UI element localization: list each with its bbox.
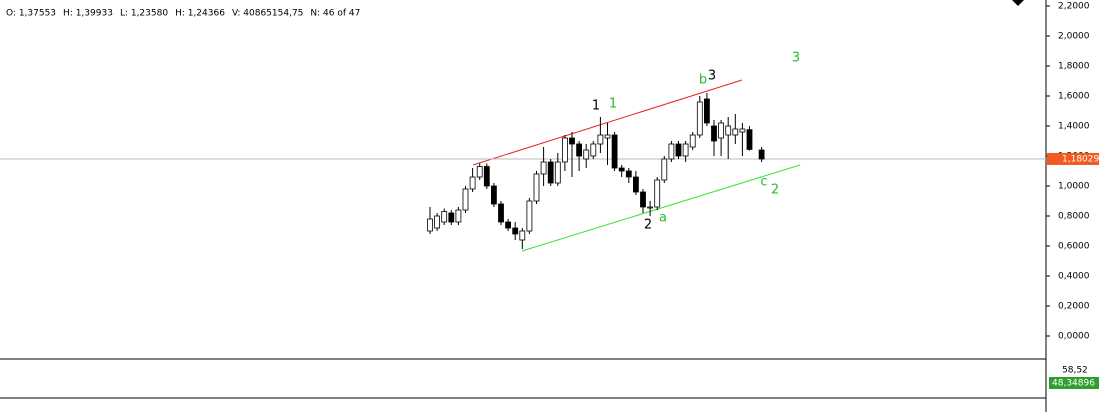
- candle-body: [519, 230, 526, 241]
- header-item: O: 1,37553: [6, 9, 56, 19]
- y-tick-label: 1,6000: [1058, 92, 1090, 102]
- candle-body: [469, 176, 476, 190]
- wave-label: 3: [792, 51, 800, 66]
- y-tick-label: 0,4000: [1058, 272, 1090, 282]
- candle-body: [668, 143, 675, 160]
- candle-body: [718, 122, 724, 139]
- candle-body: [462, 188, 469, 211]
- lower-trendline: [521, 164, 801, 252]
- y-tick-label: 2,0000: [1058, 32, 1090, 42]
- candle-body: [512, 227, 519, 235]
- candle-body: [476, 166, 483, 178]
- candle-body: [590, 143, 597, 157]
- candle-body: [696, 101, 703, 136]
- candle-body: [540, 161, 547, 175]
- y-tick-label: 0,6000: [1058, 242, 1090, 252]
- candle-body: [640, 191, 646, 208]
- header-item: H: 1,24366: [175, 9, 225, 19]
- candle-body: [547, 161, 554, 184]
- candle-body: [526, 200, 533, 232]
- wave-label: c: [760, 175, 767, 190]
- wave-label: 1: [609, 97, 617, 112]
- candle-body: [597, 134, 604, 145]
- candle-body: [569, 137, 575, 145]
- candle-body: [732, 128, 739, 136]
- candle-body: [448, 212, 455, 223]
- header-item: N: 46 of 47: [310, 9, 360, 19]
- candle-body: [483, 166, 490, 187]
- candle-body: [618, 167, 625, 172]
- header-item: V: 40865154,75: [232, 9, 303, 19]
- scroll-marker: [1012, 0, 1024, 6]
- candle-body: [725, 125, 732, 136]
- y-tick-label: 0,2000: [1058, 302, 1090, 312]
- wave-label: 2: [771, 183, 779, 198]
- y-tick-label: 1,4000: [1058, 122, 1090, 132]
- price-label: 1,18029: [1062, 154, 1099, 164]
- y-tick-label: 1,8000: [1058, 62, 1090, 72]
- upper-trendline: [472, 79, 743, 166]
- candle-body: [533, 173, 540, 202]
- y-tick-label: 0,8000: [1058, 212, 1090, 222]
- candle-body: [654, 179, 661, 208]
- header-item: H: 1,39933: [63, 9, 113, 19]
- candle-body: [633, 176, 639, 193]
- candle-body: [704, 98, 710, 124]
- candle-body: [711, 125, 717, 142]
- candle-body: [675, 143, 682, 157]
- indicator-label-box: [1049, 377, 1099, 389]
- wave-label: 1: [592, 99, 600, 114]
- candle-body: [689, 134, 696, 148]
- candle-body: [441, 211, 448, 223]
- header-item: L: 1,23580: [120, 9, 168, 19]
- candle-body: [434, 215, 441, 229]
- candle-body: [490, 185, 497, 205]
- candle-body: [739, 128, 746, 133]
- candle-body: [576, 143, 582, 157]
- candle-body: [554, 161, 561, 184]
- candle-body: [611, 134, 618, 169]
- candle-body: [583, 149, 590, 160]
- y-tick-label: 2,2000: [1058, 2, 1090, 12]
- candle-body: [647, 206, 653, 209]
- candle-body: [562, 137, 568, 163]
- y-tick-label: 1,0000: [1058, 182, 1090, 192]
- indicator-top-label: 58,52: [1062, 366, 1088, 376]
- wave-label: a: [659, 211, 667, 226]
- candle-body: [455, 209, 462, 223]
- wave-label: b: [699, 73, 707, 88]
- price-label-box: [1047, 152, 1099, 165]
- candle-body: [682, 143, 689, 157]
- y-tick-label: 0,0000: [1058, 332, 1090, 342]
- candle-body: [498, 203, 504, 223]
- candle-body: [604, 134, 611, 139]
- indicator-current-label: 48,34896: [1052, 379, 1095, 389]
- candle-body: [758, 149, 765, 160]
- candle-body: [625, 170, 632, 178]
- candle-body: [661, 158, 668, 181]
- candle-body: [505, 221, 512, 229]
- wave-label: 3: [708, 69, 716, 84]
- candle-body: [746, 129, 753, 150]
- wave-label: 2: [644, 218, 652, 233]
- candle-body: [427, 218, 433, 232]
